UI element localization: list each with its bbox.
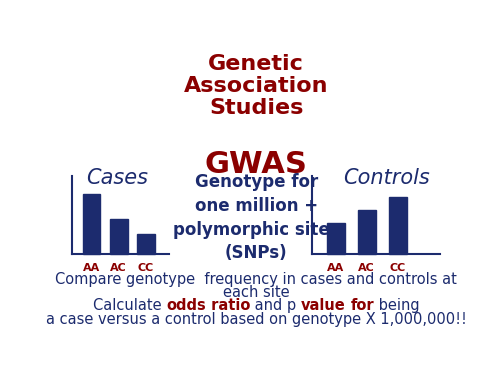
Text: each site: each site (223, 285, 290, 300)
Text: Controls: Controls (342, 168, 430, 188)
Text: CC: CC (390, 263, 406, 273)
Text: a case versus a control based on genotype X 1,000,000!!: a case versus a control based on genotyp… (46, 312, 467, 327)
Text: Genetic
Association
Studies: Genetic Association Studies (184, 54, 328, 118)
Text: AC: AC (110, 263, 127, 273)
Text: AA: AA (83, 263, 100, 273)
Text: Cases: Cases (86, 168, 148, 188)
Bar (137, 234, 154, 254)
Bar (327, 224, 344, 254)
Text: and p: and p (250, 298, 301, 313)
Text: Compare genotype  frequency in cases and controls at: Compare genotype frequency in cases and … (56, 272, 457, 286)
Text: AA: AA (327, 263, 344, 273)
Bar (110, 219, 128, 254)
Text: Genotype for
one million +
polymorphic sites
(SNPs): Genotype for one million + polymorphic s… (173, 174, 340, 262)
Text: for: for (350, 298, 374, 313)
Text: being: being (374, 298, 420, 313)
Text: CC: CC (138, 263, 154, 273)
Text: ratio: ratio (206, 298, 250, 313)
Text: GWAS: GWAS (205, 150, 308, 179)
Bar (82, 194, 100, 254)
Text: AC: AC (358, 263, 375, 273)
Text: Calculate: Calculate (93, 298, 166, 313)
Text: value: value (301, 298, 346, 313)
Bar (389, 197, 406, 254)
Bar (358, 210, 376, 254)
Text: odds: odds (166, 298, 206, 313)
